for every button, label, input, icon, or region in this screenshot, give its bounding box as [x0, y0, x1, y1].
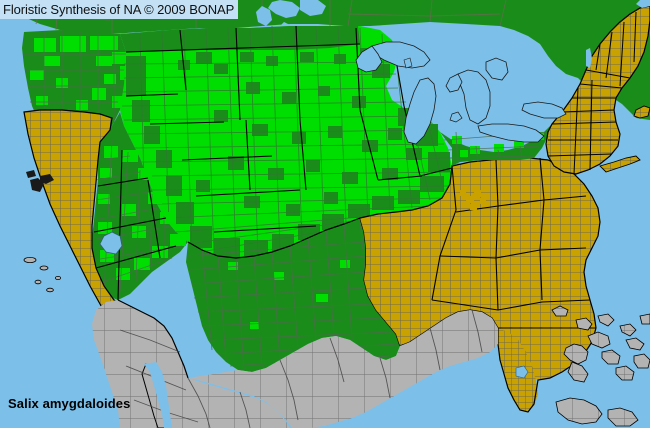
region-northeast-absent	[545, 5, 650, 175]
virginia-gold-counties	[460, 190, 486, 210]
region-texas	[186, 217, 401, 372]
lake-okeechobee	[515, 365, 529, 379]
southwest-state-borders	[93, 149, 177, 301]
species-name-label: Salix amygdaloides	[8, 396, 131, 411]
plains-state-level-patches	[120, 26, 450, 258]
texas-present-counties	[228, 260, 350, 329]
atlantic-coast-detail	[636, 0, 650, 8]
region-great-plains-midwest	[120, 25, 453, 259]
page-title: Floristic Synthesis of NA © 2009 BONAP	[3, 2, 235, 17]
channel-islands	[23, 256, 62, 293]
long-island	[599, 155, 641, 173]
region-mexico-outside	[92, 299, 498, 428]
texas-county-borders	[187, 219, 399, 371]
san-francisco-bay	[26, 170, 54, 192]
cape-cod	[633, 105, 650, 119]
southeast-state-borders	[431, 157, 596, 329]
great-lakes	[355, 41, 567, 145]
map-title-plate: Floristic Synthesis of NA © 2009 BONAP	[0, 0, 238, 19]
newengland-state-borders	[547, 11, 637, 175]
lake-champlain	[586, 48, 592, 68]
great-salt-lake	[99, 231, 123, 255]
bahamas-islands	[551, 305, 650, 427]
region-ohio-valley	[440, 124, 552, 210]
